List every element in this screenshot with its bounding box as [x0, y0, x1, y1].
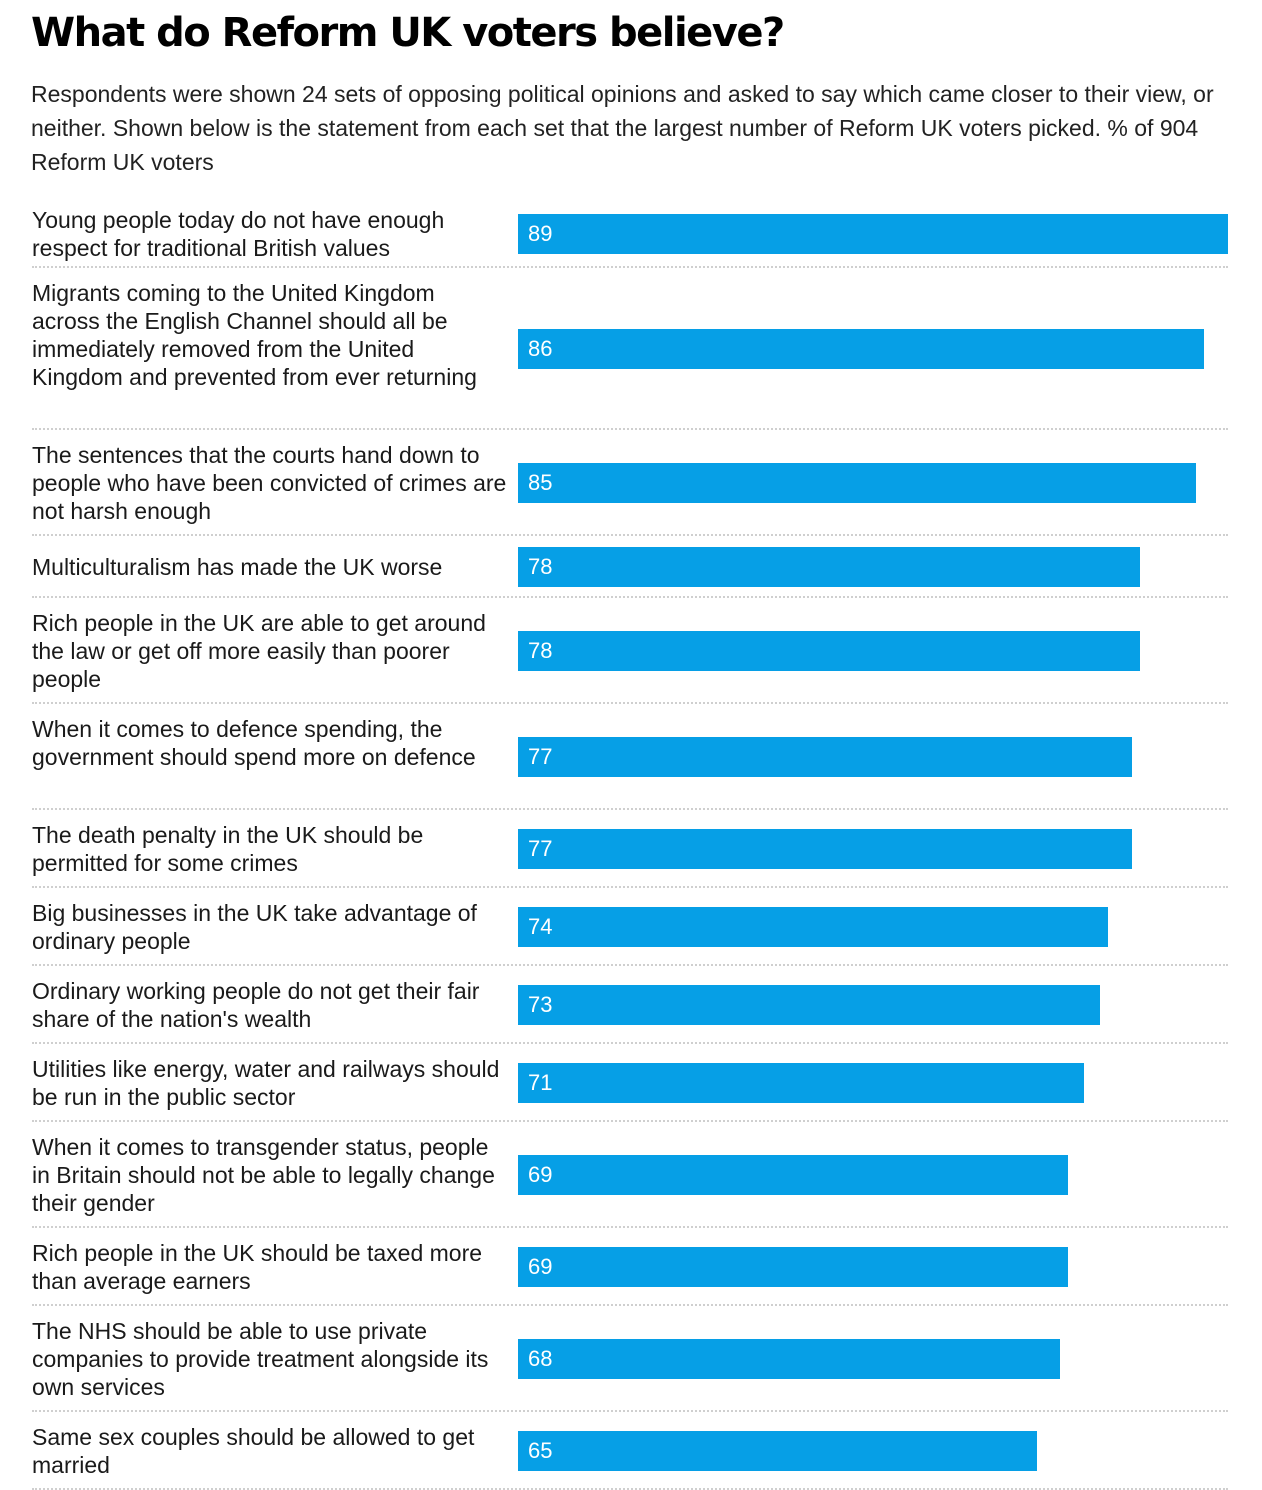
- bar-row: When it comes to transgender status, peo…: [32, 1122, 1228, 1228]
- bar-row: When it comes to defence spending, the g…: [32, 704, 1228, 810]
- category-label: The death penalty in the UK should be pe…: [32, 822, 424, 876]
- bar: 68: [518, 1339, 1060, 1379]
- bar-value-label: 68: [528, 1346, 553, 1371]
- bar-value-label: 89: [528, 221, 553, 246]
- bar-value-label: 86: [528, 336, 553, 361]
- bar: 73: [518, 985, 1100, 1025]
- bar-row: Rich people in the UK should be taxed mo…: [32, 1228, 1228, 1306]
- category-label: Same sex couples should be allowed to ge…: [32, 1424, 475, 1478]
- category-label: Utilities like energy, water and railway…: [32, 1056, 500, 1110]
- bar-row: The death penalty in the UK should be pe…: [32, 810, 1228, 888]
- category-label: The NHS should be able to use private co…: [32, 1318, 489, 1400]
- category-label: Big businesses in the UK take advantage …: [32, 900, 477, 954]
- bar-row: Young people today do not have enough re…: [32, 200, 1228, 268]
- bar: 89: [518, 214, 1228, 254]
- bar-row: The NHS should be able to use private co…: [32, 1306, 1228, 1412]
- category-label: Rich people in the UK should be taxed mo…: [32, 1240, 483, 1294]
- bar-row: Migrants coming to the United Kingdom ac…: [32, 268, 1228, 430]
- bar-value-label: 77: [528, 836, 553, 861]
- bar-row: Multiculturalism has made the UK worse 78: [32, 536, 1228, 598]
- chart-title: What do Reform UK voters believe?: [31, 10, 785, 56]
- bar-value-label: 77: [528, 744, 553, 769]
- bar-row: Big businesses in the UK take advantage …: [32, 888, 1228, 966]
- bar-value-label: 69: [528, 1254, 553, 1279]
- bar: 74: [518, 907, 1108, 947]
- bar-row: Utilities like energy, water and railway…: [32, 1044, 1228, 1122]
- bar: 77: [518, 829, 1132, 869]
- bar: 71: [518, 1063, 1084, 1103]
- bar: 85: [518, 463, 1196, 503]
- category-label: When it comes to transgender status, peo…: [32, 1134, 495, 1216]
- bar: 65: [518, 1431, 1037, 1471]
- bar: 86: [518, 329, 1204, 369]
- bar: 77: [518, 737, 1132, 777]
- bar-row: Same sex couples should be allowed to ge…: [32, 1412, 1228, 1490]
- bar-value-label: 78: [528, 554, 553, 579]
- category-label: Young people today do not have enough re…: [32, 207, 445, 261]
- category-label: Ordinary working people do not get their…: [32, 978, 480, 1032]
- bar-value-label: 74: [528, 914, 553, 939]
- bar-row: The sentences that the courts hand down …: [32, 430, 1228, 536]
- bar-value-label: 69: [528, 1162, 553, 1187]
- bar: 78: [518, 547, 1140, 587]
- bar: 69: [518, 1155, 1068, 1195]
- bar-row: Ordinary working people do not get their…: [32, 966, 1228, 1044]
- category-label: Multiculturalism has made the UK worse: [32, 554, 443, 580]
- bar: 78: [518, 631, 1140, 671]
- bar-value-label: 65: [528, 1438, 553, 1463]
- category-label: The sentences that the courts hand down …: [32, 442, 507, 524]
- bar-value-label: 78: [528, 638, 553, 663]
- bar-value-label: 71: [528, 1070, 553, 1095]
- category-label: When it comes to defence spending, the g…: [32, 716, 476, 770]
- bar-value-label: 73: [528, 992, 553, 1017]
- chart-subtitle: Respondents were shown 24 sets of opposi…: [31, 81, 1214, 175]
- category-label: Rich people in the UK are able to get ar…: [32, 610, 486, 692]
- category-label: Migrants coming to the United Kingdom ac…: [32, 280, 477, 390]
- bar-value-label: 85: [528, 470, 553, 495]
- bar: 69: [518, 1247, 1068, 1287]
- bar-row: Rich people in the UK are able to get ar…: [32, 598, 1228, 704]
